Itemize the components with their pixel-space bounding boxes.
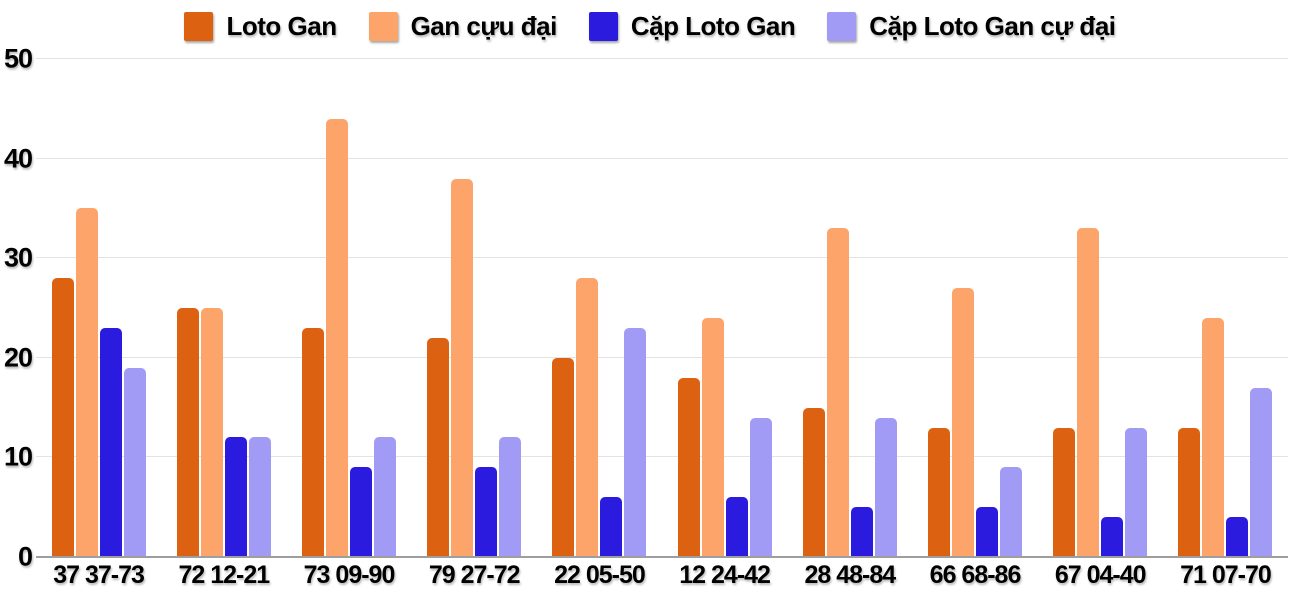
legend-item[interactable]: Cặp Loto Gan cự đại [827,10,1116,42]
bar[interactable] [1226,517,1249,557]
bar[interactable] [350,467,372,557]
bar[interactable] [576,278,599,557]
bar-group [537,59,662,557]
y-tick-label: 0 [17,541,33,572]
bar-group [286,59,411,557]
bar[interactable] [1250,387,1273,557]
gridline [36,356,1288,358]
x-tick-label: 67 04-40 [1054,561,1147,589]
legend-label: Loto Gan [226,10,337,41]
bar[interactable] [427,337,450,557]
bar[interactable] [499,437,522,557]
bar-group [787,59,912,557]
bar-group [662,59,787,557]
legend-label: Cặp Loto Gan [630,10,796,41]
bar[interactable] [123,367,146,557]
bar-group [1163,59,1288,557]
bar-group [161,59,286,557]
x-tick-label: 28 48-84 [804,561,896,589]
bar-group [412,59,537,557]
legend: Loto Gan Gan cựu đại Cặp Loto Gan Cặp Loto … [0,7,1300,45]
legend-color-swatch [588,11,618,41]
bar[interactable] [624,327,647,557]
bar[interactable] [224,437,247,557]
bar[interactable] [850,507,873,557]
x-tick-label: 79 27-72 [428,561,521,589]
bar-group [36,59,161,557]
legend-item[interactable]: Cặp Loto Gan [588,10,796,42]
bar[interactable] [99,327,122,557]
bar[interactable] [677,377,700,557]
legend-item[interactable]: Gan cựu đại [368,10,558,42]
x-tick-label: 12 24-42 [679,561,771,589]
bar[interactable] [976,507,999,557]
bar[interactable] [1101,517,1124,557]
bar[interactable] [1178,427,1201,557]
bar[interactable] [248,437,271,557]
x-tick-label: 71 07-70 [1180,561,1272,589]
bar-groups [36,59,1288,557]
legend-color-swatch [827,11,857,41]
x-tick-label: 37 37-73 [53,561,145,589]
x-tick-label: 22 05-50 [554,561,646,589]
bar-group [1038,59,1163,557]
legend-item[interactable]: Loto Gan [184,10,337,42]
bar[interactable] [725,497,748,557]
bar[interactable] [75,208,98,557]
y-axis: 0 10 20 30 40 50 [0,45,33,570]
bar[interactable] [600,497,623,557]
legend-color-swatch [368,11,398,41]
bar[interactable] [51,278,74,557]
y-tick-label: 40 [3,143,33,174]
x-axis: 37 37-73 72 12-21 73 09-90 79 27-72 22 05-50… [36,561,1288,596]
bar[interactable] [302,327,324,557]
bar-group [912,59,1037,557]
bar[interactable] [326,118,348,557]
gridline [36,157,1288,159]
bar[interactable] [701,317,724,557]
legend-label: Gan cựu đại [410,10,558,41]
bar[interactable] [176,308,199,557]
bar[interactable] [475,467,498,557]
bar[interactable] [826,228,849,557]
bar[interactable] [1053,427,1076,557]
bar[interactable] [749,417,772,557]
x-tick-label: 66 68-86 [929,561,1022,589]
x-tick-label: 73 09-90 [303,561,396,589]
bar[interactable] [552,357,575,557]
bar[interactable] [928,427,951,557]
bar[interactable] [952,288,975,557]
x-tick-label: 72 12-21 [178,561,270,589]
bar[interactable] [200,308,223,557]
y-tick-label: 20 [3,342,33,373]
bar[interactable] [1077,228,1100,557]
bar[interactable] [1202,317,1225,557]
bar[interactable] [374,437,396,557]
bar[interactable] [802,407,825,557]
x-axis-line [36,556,1288,558]
bar[interactable] [874,417,897,557]
y-tick-label: 10 [3,441,33,472]
y-tick-label: 30 [3,242,33,273]
plot-area [36,58,1288,558]
legend-color-swatch [184,11,214,41]
bar[interactable] [1125,427,1148,557]
legend-label: Cặp Loto Gan cự đại [869,10,1116,41]
bar[interactable] [1000,467,1023,557]
y-tick-label: 50 [3,43,33,74]
gridline [36,58,1288,59]
bar[interactable] [451,178,474,557]
gridline [36,456,1288,458]
gridline [36,257,1288,259]
